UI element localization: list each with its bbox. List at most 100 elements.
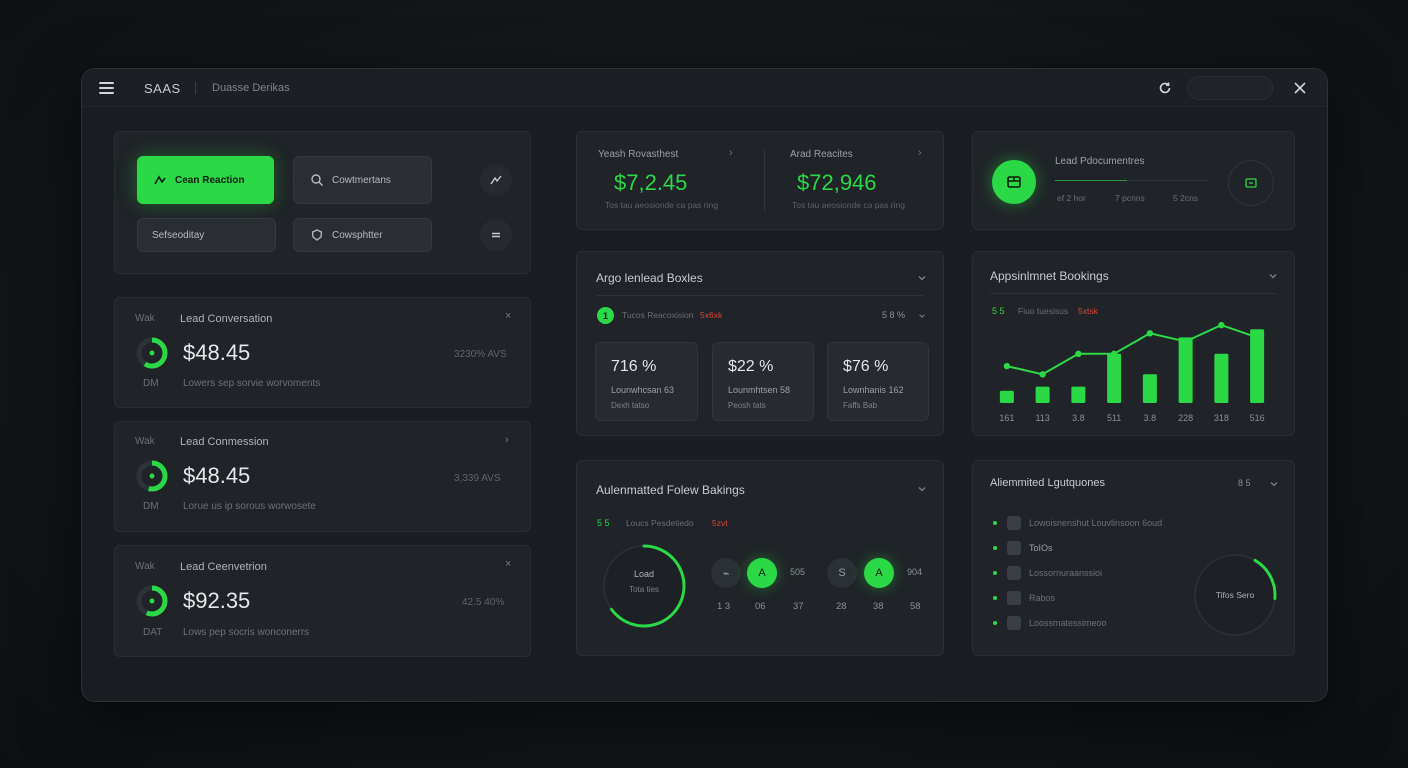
- competitor-button[interactable]: Cowsphtter: [293, 218, 432, 252]
- folder-icon: [1007, 616, 1021, 630]
- automated-sequences-card: Aliemmited Lgutquones 8 5 Lowoisnenshut …: [972, 460, 1295, 656]
- lead-value: $92.35: [183, 588, 251, 613]
- trend-point[interactable]: [1218, 321, 1225, 329]
- chevron-down-icon[interactable]: [1269, 479, 1279, 489]
- app-window: SAAS Duasse Derikas Cean Reaction Cowtme…: [81, 68, 1328, 702]
- tile-sublabel: Dexh tatso: [611, 401, 650, 410]
- trend-point[interactable]: [1003, 362, 1011, 370]
- chart-bar[interactable]: [999, 390, 1014, 403]
- lead-docs-title: Lead Pdocumentres: [1055, 156, 1145, 167]
- competitor-label: Cowsphtter: [332, 229, 383, 241]
- chevron-right-icon[interactable]: ›: [918, 147, 922, 159]
- customers-label: Cowtmertans: [332, 174, 391, 186]
- hamburger-menu-icon[interactable]: [99, 82, 114, 94]
- divider: [596, 295, 924, 296]
- tile-sublabel: Faffs Bab: [843, 401, 878, 410]
- chevron-down-icon[interactable]: [1268, 271, 1278, 281]
- close-icon[interactable]: ×: [505, 310, 512, 322]
- breadcrumb[interactable]: Duasse Derikas: [212, 82, 290, 94]
- stat-b-subtitle: Tos tau aeosionde ca pas ring: [792, 200, 905, 210]
- followup-note: Loucs Pesdetiedo: [626, 518, 694, 528]
- tile-label: Lownhanis 162: [843, 385, 904, 395]
- tile-note: Tucos Reacoxision: [622, 310, 694, 320]
- status-icon[interactable]: S: [827, 558, 857, 588]
- trend-point[interactable]: [1182, 338, 1189, 345]
- schedule-label: Sefseoditay: [152, 229, 205, 241]
- status-dot: [993, 546, 997, 550]
- metric-tile[interactable]: $22 % Lounmhtsen 58 Peosh tats: [712, 342, 814, 421]
- chart-bar[interactable]: [1250, 329, 1265, 403]
- activity-icon[interactable]: ⌁: [711, 558, 741, 588]
- app-title: SAAS: [144, 81, 181, 96]
- lead-subtitle: Lorue us ip sorous worwosete: [183, 501, 316, 512]
- chart-bar[interactable]: [1107, 353, 1122, 403]
- chevron-right-icon[interactable]: ›: [729, 147, 733, 159]
- lead-card-1[interactable]: Wak Lead Conversation × $48.45 3230% AVS…: [114, 297, 531, 408]
- primary-action-button[interactable]: Cean Reaction: [137, 156, 274, 204]
- alert-icon[interactable]: A: [747, 558, 777, 588]
- chevron-down-icon[interactable]: [917, 484, 927, 494]
- schedule-button[interactable]: Sefseoditay: [137, 218, 276, 252]
- lead-tag: Wak: [135, 313, 155, 324]
- trend-icon: [490, 175, 502, 185]
- lead-card-2[interactable]: Wak Lead Conmession › $48.45 3,339 AVS D…: [114, 421, 531, 532]
- ring-sublabel: Tota ties: [629, 585, 659, 594]
- trend-point[interactable]: [1253, 334, 1261, 341]
- list-item[interactable]: Rabos: [993, 591, 1055, 605]
- tile-label: Lounmhtsen 58: [728, 385, 791, 395]
- tile-value: $76 %: [843, 358, 889, 375]
- x-tick-label: 161: [999, 413, 1014, 423]
- lead-tag: Wak: [135, 561, 155, 572]
- chart-bar[interactable]: [1178, 337, 1193, 403]
- metric-tile[interactable]: $76 % Lownhanis 162 Faffs Bab: [827, 342, 929, 421]
- lead-boxes-card: Argo lenlead Boxles 1 Tucos Reacoxision …: [576, 251, 944, 436]
- metric-tile[interactable]: 716 % Lounwhcsan 63 Dexh tatso: [595, 342, 698, 421]
- axis-label: 1 3: [717, 601, 731, 612]
- lead-docs-stat: ef 2 hor: [1057, 193, 1086, 203]
- axis-label: 38: [873, 601, 884, 612]
- trend-point[interactable]: [1039, 371, 1046, 378]
- chart-bar[interactable]: [1035, 386, 1050, 403]
- alert-icon[interactable]: A: [864, 558, 894, 588]
- list-item-label: Loossmatessimeoo: [1029, 618, 1107, 628]
- status-dot: [993, 571, 997, 575]
- list-item[interactable]: Lossornuraanssioi: [993, 566, 1102, 580]
- lead-title: Lead Ceenvetrion: [180, 561, 267, 573]
- filter-button[interactable]: [480, 219, 512, 251]
- lead-subtitle: Lows pep socris wonconerrs: [183, 627, 310, 638]
- list-item[interactable]: Loossmatessimeoo: [993, 616, 1107, 630]
- trend-point[interactable]: [1146, 330, 1154, 337]
- equals-icon: [492, 232, 500, 238]
- list-item[interactable]: ToIOs: [993, 541, 1053, 555]
- trend-point[interactable]: [1075, 350, 1082, 357]
- chart-bar[interactable]: [1142, 374, 1157, 403]
- x-tick-label: 516: [1250, 413, 1265, 423]
- chevron-right-icon[interactable]: ›: [505, 434, 509, 446]
- trend-point[interactable]: [1110, 350, 1118, 357]
- scan-button[interactable]: [1228, 160, 1274, 206]
- status-dot: [993, 596, 997, 600]
- trend-button[interactable]: [480, 164, 512, 196]
- tile-note-alert: 5x6xk: [700, 310, 723, 320]
- chevron-down-icon[interactable]: [917, 273, 927, 283]
- list-item-label: ToIOs: [1029, 543, 1053, 553]
- status-dot: [993, 521, 997, 525]
- divider: [990, 293, 1277, 294]
- close-icon[interactable]: [1293, 81, 1307, 95]
- shield-icon: [311, 229, 323, 241]
- refresh-icon[interactable]: [1158, 81, 1172, 95]
- customers-button[interactable]: Cowtmertans: [293, 156, 432, 204]
- list-item[interactable]: Lowoisnenshut Louvlinsoon 6oud: [993, 516, 1162, 530]
- stat-a-label: Yeash Rovasthest: [598, 149, 679, 160]
- axis-label: 37: [793, 601, 804, 612]
- chart-bar[interactable]: [1071, 386, 1086, 403]
- ring-label: Tifos Sero: [1215, 590, 1255, 600]
- search-input[interactable]: [1187, 76, 1273, 100]
- lead-card-3[interactable]: Wak Lead Ceenvetrion × $92.35 42.5 40% D…: [114, 545, 531, 657]
- lead-metric: 42.5 40%: [462, 597, 505, 608]
- close-icon[interactable]: ×: [505, 558, 512, 570]
- chevron-down-icon[interactable]: [918, 312, 926, 320]
- box-icon: [1007, 176, 1021, 188]
- chart-bar[interactable]: [1214, 353, 1229, 403]
- lead-tag-bottom: DM: [143, 501, 159, 512]
